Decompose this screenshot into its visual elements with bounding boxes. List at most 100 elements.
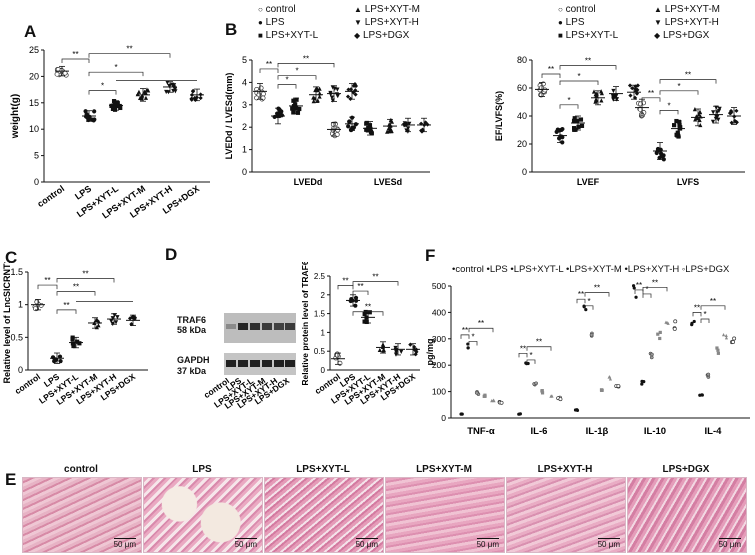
significance-bracket	[56, 309, 77, 314]
significance-bracket	[56, 291, 96, 296]
data-point	[692, 319, 696, 324]
data-point	[144, 87, 150, 92]
data-point	[58, 358, 63, 364]
data-point	[534, 381, 538, 386]
significance-bracket	[700, 318, 710, 323]
significance-label: **	[710, 297, 716, 306]
x-tick-label: LVEF	[577, 177, 600, 187]
data-point	[75, 339, 80, 344]
y-tick-label: 20	[517, 139, 527, 149]
significance-label: *	[587, 297, 590, 306]
blot-lane-labels: controlLPSLPS+XYT-LLPS+XYT-MLPS+XYT-HLPS…	[202, 378, 292, 411]
data-point	[490, 399, 494, 403]
data-point	[560, 135, 565, 140]
legend-item: ▼ LPS+XYT-H	[654, 17, 719, 28]
data-point	[697, 117, 702, 123]
significance-label: **	[73, 283, 79, 292]
y-tick-label: 0	[441, 413, 446, 423]
data-point	[54, 71, 60, 77]
data-point	[364, 319, 369, 325]
data-point	[627, 83, 633, 88]
significance-bracket	[259, 68, 279, 73]
data-point	[661, 157, 666, 162]
significance-label: *	[101, 82, 104, 91]
data-point	[466, 346, 470, 350]
data-point	[365, 128, 370, 133]
data-point	[572, 116, 577, 121]
histology-image: 50 μm	[506, 477, 626, 553]
scale-bar: 50 μm	[476, 537, 499, 549]
y-axis-label: LVEDd / LVESd(mm)	[224, 73, 234, 160]
data-point	[672, 326, 677, 331]
y-tick-label: 500	[432, 281, 446, 291]
data-point	[540, 391, 545, 395]
y-axis-label: Relative protein level of TRAF6	[300, 262, 310, 386]
y-tick-label: 200	[432, 360, 446, 370]
significance-label: *	[567, 96, 570, 105]
data-point	[334, 132, 340, 137]
significance-bracket	[642, 293, 652, 298]
data-point	[724, 336, 729, 340]
significance-label: *	[667, 101, 670, 110]
panel-label-c: C	[5, 248, 18, 267]
y-tick-label: 300	[432, 334, 446, 344]
data-point	[656, 332, 660, 336]
data-point	[92, 109, 97, 114]
significance-bracket	[692, 312, 702, 317]
legend-item: ◦LPS+DGX	[681, 264, 730, 275]
data-point	[599, 98, 604, 103]
significance-label: **	[266, 60, 272, 69]
legend-item: ▲ LPS+XYT-M	[354, 4, 421, 15]
data-point	[589, 333, 594, 337]
significance-label: **	[652, 278, 658, 287]
x-tick-label: IL-10	[644, 426, 666, 437]
data-point	[85, 115, 90, 120]
significance-bracket	[559, 104, 579, 109]
band	[262, 360, 272, 367]
data-point	[607, 375, 611, 379]
data-point	[492, 399, 496, 403]
data-point	[368, 129, 374, 135]
significance-bracket	[559, 80, 599, 85]
y-tick-label: 100	[432, 387, 446, 397]
data-point	[732, 336, 737, 341]
band	[238, 360, 248, 367]
significance-bracket	[659, 90, 699, 95]
significance-bracket	[526, 346, 552, 351]
data-point	[335, 93, 340, 99]
y-tick-label: 40	[517, 111, 527, 121]
y-tick-label: 80	[517, 55, 527, 65]
significance-bracket	[584, 305, 594, 310]
data-point	[658, 330, 662, 335]
y-tick-label: 0	[321, 366, 326, 375]
significance-label: **	[63, 301, 69, 310]
significance-label: **	[365, 303, 371, 312]
data-point	[540, 389, 544, 393]
data-point	[70, 341, 76, 346]
significance-bracket	[634, 289, 644, 294]
data-point	[399, 349, 404, 354]
y-tick-label: 1	[242, 145, 247, 155]
panel-label-e: E	[5, 470, 17, 489]
significance-label: **	[520, 344, 526, 353]
data-point	[115, 315, 120, 320]
traf6-kda: 58 kDa	[177, 325, 207, 335]
histo-title-xyt-h: LPS+XYT-H	[537, 464, 593, 475]
significance-bracket	[277, 75, 317, 80]
y-tick-label: 2	[321, 291, 326, 300]
data-point	[633, 86, 638, 92]
significance-bracket	[352, 311, 384, 316]
data-point	[542, 87, 548, 93]
significance-bracket	[88, 53, 171, 58]
significance-bracket	[659, 79, 717, 84]
significance-bracket	[700, 305, 726, 310]
significance-bracket	[584, 292, 610, 297]
legend-item: ◆ LPS+DGX	[354, 30, 410, 41]
data-point	[277, 107, 282, 113]
significance-label: **	[585, 57, 591, 66]
data-point	[573, 408, 578, 412]
data-point	[628, 93, 633, 98]
significance-bracket	[659, 110, 679, 115]
chart-f-cytokines: 0100200300400500pg/mgTNF-α*****IL-6*****…	[425, 278, 750, 437]
